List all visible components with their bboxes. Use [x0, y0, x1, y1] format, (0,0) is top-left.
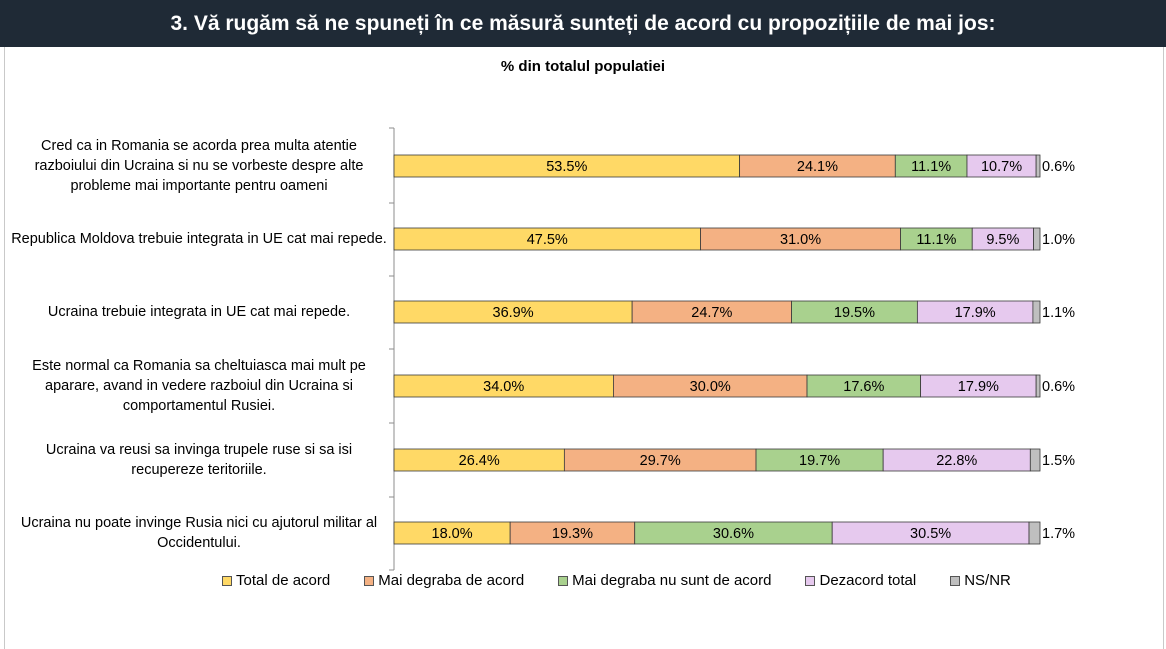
- data-label: 1.7%: [1042, 526, 1075, 542]
- category-label: Ucraina nu poate invinge Rusia nici cu a…: [20, 515, 378, 551]
- data-label: 17.9%: [955, 305, 996, 321]
- bar-segment: [1035, 374, 1041, 398]
- data-label: 17.6%: [843, 379, 884, 395]
- bar-segment: [1028, 521, 1041, 545]
- data-label: 0.6%: [1042, 159, 1075, 175]
- data-label: 47.5%: [527, 232, 568, 248]
- category-label: Ucraina trebuie integrata in UE cat mai …: [47, 304, 351, 320]
- data-label: 31.0%: [780, 232, 821, 248]
- data-label: 1.5%: [1042, 453, 1075, 469]
- data-label: 1.1%: [1042, 305, 1075, 321]
- legend-label: NS/NR: [964, 572, 1011, 589]
- category-label: Cred ca in Romania se acorda prea multa …: [34, 138, 364, 194]
- legend-swatch: [805, 575, 816, 586]
- data-label: 53.5%: [546, 159, 587, 175]
- data-label: 11.1%: [916, 232, 956, 248]
- legend-item: Dezacord total: [805, 572, 916, 589]
- data-label: 24.7%: [691, 305, 732, 321]
- legend-label: Dezacord total: [819, 572, 917, 589]
- category-label: Republica Moldova trebuie integrata in U…: [11, 231, 387, 247]
- data-label: 0.6%: [1042, 379, 1075, 395]
- chart-legend: Total de acord Mai degraba de acord Mai de…: [222, 572, 1045, 589]
- legend-item: Total de acord: [222, 572, 330, 589]
- bar-segment: [1035, 154, 1041, 178]
- category-label: Este normal ca Romania sa cheltuiasca ma…: [32, 358, 366, 414]
- page-header: 3. Vă rugăm să ne spuneți în ce măsură s…: [0, 0, 1166, 47]
- legend-label: Mai degraba nu sunt de acord: [572, 572, 772, 589]
- legend-swatch: [364, 575, 375, 586]
- data-label: 34.0%: [483, 379, 524, 395]
- data-label: 29.7%: [640, 453, 681, 469]
- data-label: 19.5%: [834, 305, 875, 321]
- data-label: 19.3%: [552, 526, 593, 542]
- bar-segment: [1032, 300, 1041, 324]
- data-label: 22.8%: [936, 453, 977, 469]
- data-label: 24.1%: [797, 159, 838, 175]
- data-label: 30.5%: [910, 526, 951, 542]
- data-label: 10.7%: [981, 159, 1022, 175]
- legend-label: Total de acord: [236, 572, 331, 589]
- data-label: 30.0%: [690, 379, 731, 395]
- page-title: 3. Vă rugăm să ne spuneți în ce măsură s…: [170, 11, 996, 35]
- legend-item: Mai degraba de acord: [364, 572, 524, 589]
- bar-segment: [1029, 448, 1041, 472]
- data-label: 30.6%: [713, 526, 754, 542]
- data-label: 26.4%: [459, 453, 500, 469]
- legend-swatch: [222, 575, 232, 586]
- legend-item: NS/NR: [950, 572, 1011, 589]
- category-label: Ucraina va reusi sa invinga trupele ruse…: [45, 442, 353, 478]
- bar-segment: [1033, 227, 1041, 251]
- legend-swatch: [558, 575, 569, 586]
- data-label: 11.1%: [911, 159, 951, 175]
- content-frame: [4, 47, 1164, 649]
- data-label: 17.9%: [958, 379, 999, 395]
- chart-subtitle: % din totalul populatiei: [500, 58, 666, 75]
- legend-item: Mai degraba nu sunt de acord: [558, 572, 771, 589]
- data-label: 36.9%: [493, 305, 534, 321]
- data-label: 18.0%: [432, 526, 473, 542]
- legend-label: Mai degraba de acord: [378, 572, 525, 589]
- data-label: 1.0%: [1042, 232, 1075, 248]
- data-label: 19.7%: [799, 453, 840, 469]
- data-label: 9.5%: [986, 232, 1019, 248]
- legend-swatch: [950, 575, 961, 586]
